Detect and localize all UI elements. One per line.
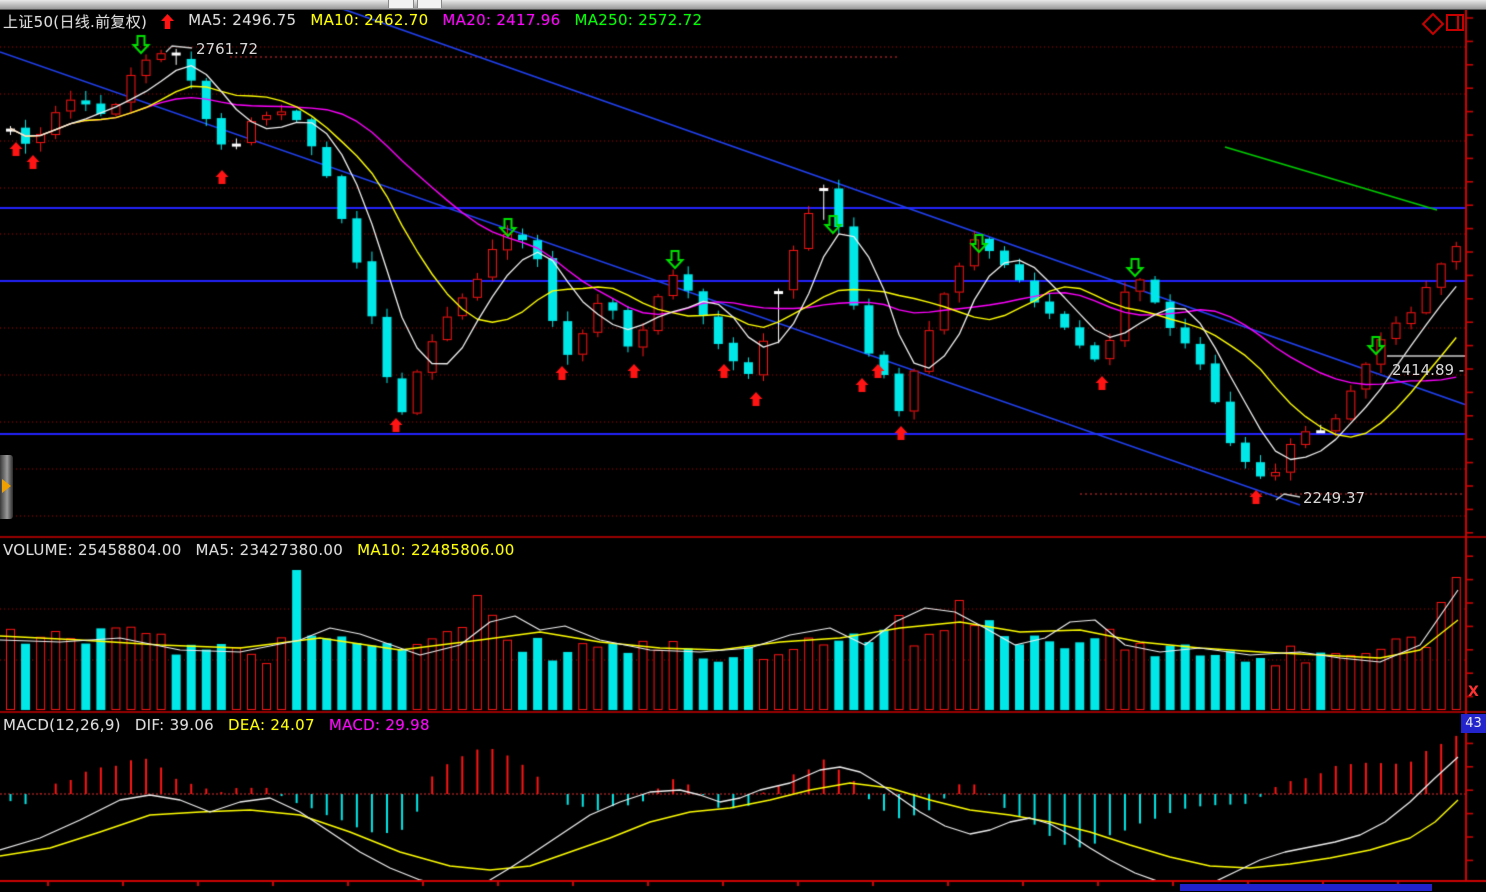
toolbar-strip [0,0,1486,10]
volume-pane-header: VOLUME: 25458804.00 MA5: 23427380.00 MA1… [3,541,515,559]
volume-ma5-value: MA5: 23427380.00 [195,541,344,559]
ma10-value: MA10: 2462.70 [310,11,429,29]
restore-window-icon-inner [1457,16,1459,29]
toolbar-tab[interactable] [417,0,442,8]
high-price-label: 2761.72 [196,40,259,58]
ma250-value: MA250: 2572.72 [574,11,703,29]
toolbar-tab[interactable] [388,0,414,8]
ma5-value: MA5: 2496.75 [188,11,297,29]
macd-scale-badge: 43 [1461,714,1486,733]
close-pane-label[interactable]: X [1468,684,1479,700]
symbol-title: 上证50(日线.前复权) [3,13,148,31]
sidebar-expander-handle[interactable] [0,455,13,519]
volume-ma10-value: MA10: 22485806.00 [357,541,515,559]
dif-value: DIF: 39.06 [134,716,215,734]
dea-value: DEA: 24.07 [228,716,315,734]
ma20-value: MA20: 2417.96 [442,11,561,29]
restore-window-icon[interactable] [1446,14,1464,31]
expand-right-icon [2,479,11,493]
macd-params: MACD(12,26,9) [3,716,121,734]
volume-value: VOLUME: 25458804.00 [3,541,182,559]
main-pane-header: 上证50(日线.前复权) MA5: 2496.75 MA10: 2462.70 … [3,11,702,32]
last-price-label: 2414.89 - [1392,361,1465,379]
h-scrollbar-thumb[interactable] [1180,884,1432,891]
up-arrow-icon [161,14,175,29]
low-price-label: 2249.37 [1303,489,1366,507]
macd-value: MACD: 29.98 [328,716,430,734]
macd-pane-header: MACD(12,26,9) DIF: 39.06 DEA: 24.07 MACD… [3,716,430,734]
